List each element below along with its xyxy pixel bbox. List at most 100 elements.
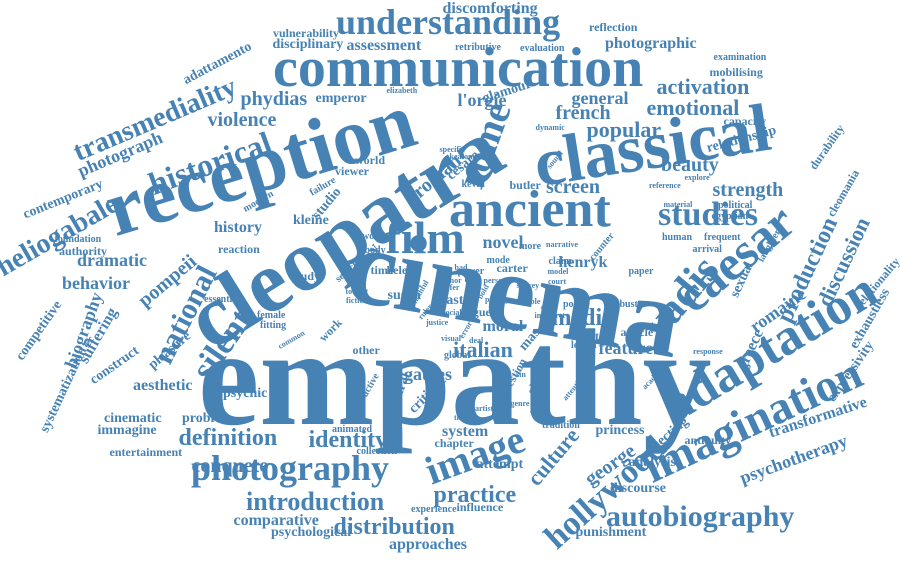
cloud-word: problem	[182, 411, 233, 426]
cloud-word: approaches	[389, 536, 467, 553]
cloud-word: discourse	[610, 481, 666, 496]
cloud-word: evaluation	[520, 43, 565, 54]
cloud-word: deal	[469, 336, 484, 345]
cloud-word: novel	[482, 232, 524, 252]
cloud-word: fiction	[346, 296, 368, 305]
cloud-word: photographic	[605, 35, 697, 52]
cloud-word: lesson	[571, 340, 597, 351]
cloud-word: reaction	[218, 242, 260, 256]
cloud-word: shaw	[569, 321, 587, 330]
cloud-word: aesthetic	[133, 377, 193, 394]
cloud-word: explore	[684, 173, 710, 182]
cloud-word: author	[438, 276, 462, 285]
cloud-word: assessment	[346, 37, 422, 54]
cloud-word: l'orgie	[457, 90, 507, 110]
cloud-word: autobiography	[606, 500, 795, 533]
cloud-word: emotional	[646, 95, 740, 120]
cloud-word: egyptian	[711, 211, 749, 222]
cloud-word: reference	[649, 181, 681, 190]
cloud-word: bible	[523, 297, 541, 306]
cloud-word: tourist	[345, 287, 369, 296]
cloud-word: political	[718, 200, 753, 211]
cloud-word: other	[352, 343, 380, 357]
cloud-word: mobilising	[709, 65, 763, 79]
cloud-word: empathy	[198, 301, 712, 454]
cloud-word: henryk	[558, 254, 608, 271]
cloud-word: distribution	[333, 514, 455, 540]
cloud-word: material	[663, 200, 693, 209]
cloud-word: essential	[204, 294, 241, 305]
cloud-word: animated	[332, 424, 372, 435]
cloud-word: more	[519, 241, 542, 252]
cloud-word: moral	[482, 318, 524, 335]
cloud-word: retributive	[455, 42, 501, 53]
cloud-word: italian	[453, 337, 513, 362]
cloud-word: disciplinary	[272, 37, 344, 52]
cloud-word: entertainment	[109, 445, 183, 459]
cloud-word: photography	[191, 448, 390, 488]
cloud-word: response	[693, 347, 723, 356]
cloud-word: feature	[598, 338, 654, 358]
cloud-word: identity	[308, 427, 388, 453]
cloud-word: carter	[496, 261, 528, 275]
cloud-word: parody	[485, 295, 510, 304]
cloud-word: comparative	[233, 512, 319, 529]
cloud-word: capacity	[723, 114, 767, 128]
cloud-word: studies	[658, 196, 759, 233]
cloud-word: understanding	[336, 2, 561, 42]
cloud-word: body	[364, 245, 386, 256]
cloud-word: female	[257, 310, 286, 321]
cloud-word: examination	[713, 52, 767, 63]
cloud-word: beauty	[661, 154, 719, 176]
cloud-word: specific	[439, 145, 465, 154]
cloud-word: bad	[454, 263, 468, 272]
cloud-word: artistic	[475, 404, 499, 413]
cloud-word: past	[438, 293, 464, 308]
cloud-word: behavior	[62, 273, 131, 293]
cloud-word: buster	[619, 299, 647, 310]
cloud-word: kleine	[293, 213, 329, 228]
cloud-word: french	[555, 102, 611, 124]
cloud-word: experience	[411, 504, 457, 515]
cloud-word: book	[464, 275, 482, 284]
cloud-word: film	[385, 212, 465, 263]
cloud-word: survey	[516, 281, 540, 290]
cloud-word: strength	[712, 179, 784, 201]
cloud-word: discomforting	[442, 0, 538, 17]
cloud-word: practice	[433, 482, 517, 508]
cloud-word: communication	[273, 37, 644, 99]
cloud-word: princess	[595, 423, 645, 438]
cloud-word: introduction	[246, 487, 385, 516]
cloud-word: poetic	[563, 299, 589, 310]
cloud-word: foundation	[54, 234, 102, 245]
cloud-word: person	[483, 276, 507, 285]
cloud-word: authority	[59, 244, 107, 258]
cloud-word: claim	[548, 256, 572, 267]
cloud-word: offer	[443, 283, 460, 292]
cloud-word: general	[571, 88, 629, 108]
cloud-word: fitting	[260, 320, 287, 331]
cloud-word: punishment	[575, 525, 647, 540]
cloud-word: court	[548, 277, 567, 286]
cloud-word: art	[430, 307, 444, 318]
cloud-word: attempt	[476, 457, 524, 472]
cloud-word: visual	[441, 334, 462, 343]
cloud-word: interpret	[534, 311, 566, 320]
cloud-word: helen	[386, 263, 414, 277]
cloud-word: justice	[426, 318, 449, 327]
cloud-word: time	[370, 263, 394, 277]
cloud-word: cleomania	[823, 166, 863, 220]
cloud-word: durability	[805, 121, 847, 173]
cloud-word: kevin	[461, 179, 485, 190]
cloud-word: reflection	[589, 20, 638, 34]
cloud-word: social	[442, 308, 462, 317]
cloud-word: mode	[486, 255, 510, 266]
cloud-word: history	[214, 219, 262, 236]
cloud-word: elizabeth	[386, 86, 418, 95]
cloud-word: viewer	[335, 164, 369, 178]
cloud-word: paper	[628, 266, 654, 277]
cloud-word: tradition	[542, 420, 580, 431]
cloud-word: human	[662, 232, 693, 243]
cloud-word: power	[457, 266, 485, 277]
